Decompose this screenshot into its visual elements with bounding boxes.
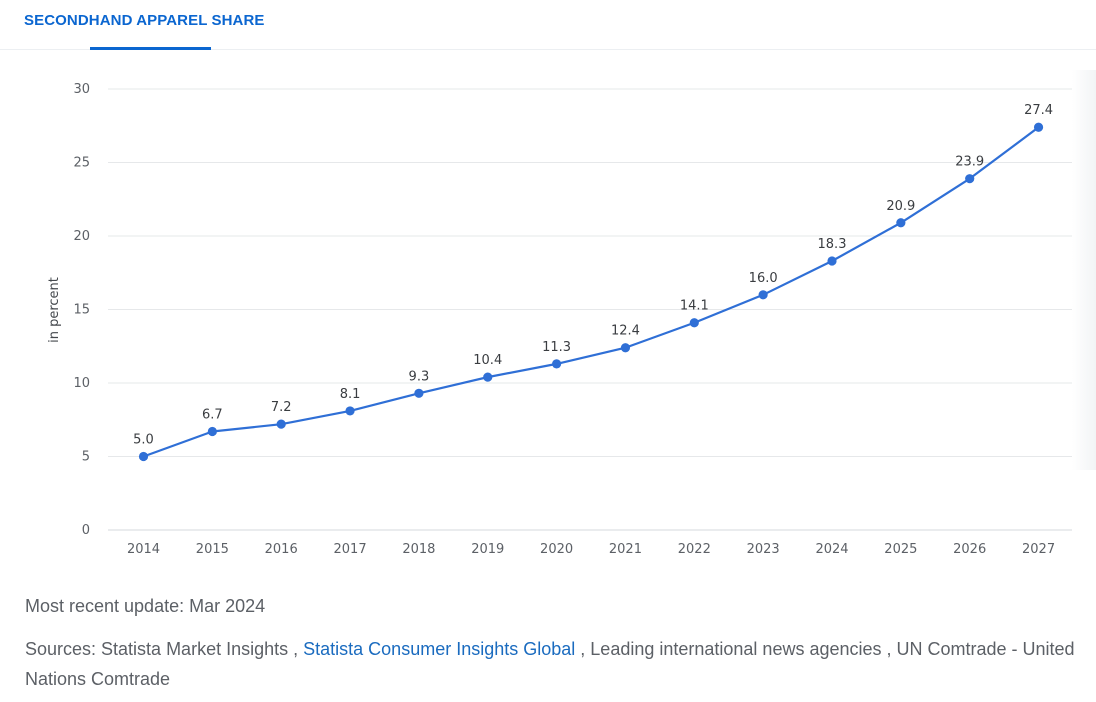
series-line	[143, 126, 1040, 458]
y-tick-label: 15	[73, 303, 90, 318]
active-tab-underline	[90, 47, 211, 50]
data-label: 8.1	[340, 387, 361, 402]
y-axis-label: in percent	[47, 277, 62, 343]
y-tick-label: 5	[82, 450, 90, 465]
data-point	[345, 406, 355, 416]
data-labels: 5.0 6.7 7.2 8.1 9.3 10.4 11.3 12.4 14.1 16.0 18.3 2…	[133, 103, 1053, 447]
data-point	[620, 343, 631, 353]
data-point	[965, 174, 975, 184]
x-tick-label: 2020	[540, 542, 573, 557]
sources-text: Sources: Statista Market Insights , Stat…	[25, 634, 1090, 694]
data-point	[552, 359, 562, 369]
sources-link-consumer-insights[interactable]: Statista Consumer Insights Global	[303, 639, 576, 659]
data-point	[207, 426, 217, 437]
data-label: 5.0	[133, 433, 154, 448]
data-label: 18.3	[818, 237, 847, 252]
x-tick-label: 2019	[471, 542, 504, 557]
gridlines	[108, 88, 1072, 531]
data-label: 16.0	[749, 271, 778, 286]
data-point	[758, 290, 768, 300]
x-tick-label: 2026	[953, 542, 986, 557]
data-label: 7.2	[271, 400, 292, 415]
y-tick-label: 0	[82, 523, 90, 538]
data-point	[689, 318, 699, 328]
y-tick-label: 30	[73, 82, 90, 97]
tab-bar: SECONDHAND APPAREL SHARE	[0, 0, 1096, 50]
x-tick-label: 2017	[334, 542, 367, 557]
data-points	[138, 122, 1044, 462]
data-point	[1033, 122, 1044, 132]
x-tick-label: 2023	[747, 542, 780, 557]
x-axis-ticks: 2014 2015 2016 2017 2018 2019 2020 2021 2022 2023…	[127, 542, 1055, 557]
sources-suffix: , Leading international news agencies , …	[25, 639, 1075, 689]
data-label: 9.3	[409, 369, 430, 384]
x-tick-label: 2027	[1022, 542, 1055, 557]
data-point	[827, 256, 837, 266]
data-label: 20.9	[886, 199, 915, 214]
chart-footer: Most recent update: Mar 2024 Sources: St…	[25, 591, 1090, 694]
data-label: 12.4	[611, 324, 640, 339]
y-tick-label: 20	[73, 229, 90, 244]
x-tick-label: 2025	[884, 542, 917, 557]
data-label: 10.4	[473, 353, 502, 368]
series-line-path	[143, 126, 1040, 458]
x-tick-label: 2015	[196, 542, 229, 557]
x-tick-label: 2021	[609, 542, 642, 557]
data-point	[276, 419, 286, 429]
y-tick-label: 25	[73, 156, 90, 171]
x-tick-label: 2024	[815, 542, 848, 557]
scroll-fade-edge	[1072, 70, 1096, 470]
data-point	[896, 218, 906, 228]
x-tick-label: 2018	[402, 542, 435, 557]
y-tick-label: 10	[73, 376, 90, 391]
data-label: 6.7	[202, 408, 223, 423]
data-label: 14.1	[680, 299, 709, 314]
data-label: 27.4	[1024, 103, 1053, 118]
x-tick-label: 2016	[265, 542, 298, 557]
data-point	[138, 451, 149, 462]
data-point	[483, 372, 493, 382]
sources-prefix: Sources: Statista Market Insights ,	[25, 639, 299, 659]
x-tick-label: 2022	[678, 542, 711, 557]
y-axis-ticks: 0 5 10 15 20 25 30	[73, 82, 90, 538]
data-point	[414, 388, 424, 398]
data-label: 11.3	[542, 340, 571, 355]
x-tick-label: 2014	[127, 542, 160, 557]
last-update-text: Most recent update: Mar 2024	[25, 596, 266, 616]
data-label: 23.9	[955, 155, 984, 170]
tab-secondhand-apparel-share[interactable]: SECONDHAND APPAREL SHARE	[24, 12, 265, 29]
